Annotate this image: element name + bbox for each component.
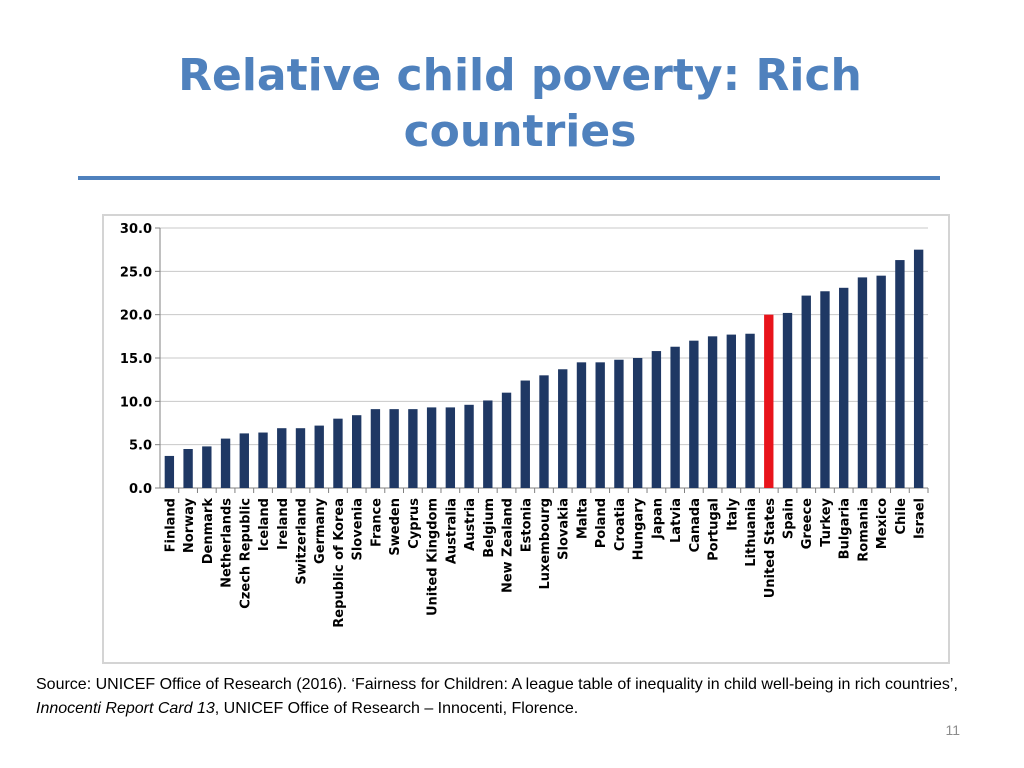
source-report-title: Innocenti Report Card 13 [36,700,215,717]
title-divider [78,176,940,180]
bar-spain [782,312,793,488]
x-tick-label: Lithuania [744,498,759,567]
bar-czech-republic [239,433,249,488]
chart-frame: 0.0 5.0 10.0 15.0 20.0 25.0 30.0 Finland Norway D… [102,214,950,664]
x-tick-label: Netherlands [220,498,235,588]
bar-norway [183,449,193,488]
bar-portugal [707,336,718,488]
bar-latvia [670,346,680,488]
slide-title: Relative child poverty: Rich countries [178,50,862,157]
x-tick-label: Estonia [519,498,534,552]
bar-greece [801,295,811,488]
bar-republic-of-korea [333,418,343,488]
x-tick-label: Norway [182,497,197,553]
x-tick-label: Turkey [819,497,834,546]
bar-germany [314,425,324,488]
x-tick-label: France [369,498,384,547]
source-text-prefix: Source: UNICEF Office of Research (2016)… [36,676,958,693]
bar-united-kingdom [426,407,437,488]
x-tick-label: Canada [688,498,703,552]
bar-chile [895,260,905,488]
x-tick-label: Portugal [707,498,722,561]
y-tick-label: 20.0 [120,309,152,324]
bar-ireland [277,428,287,488]
x-tick-label: Luxembourg [538,498,553,590]
bar-united-states [764,314,774,488]
x-tick-label: Iceland [257,498,272,551]
x-tick-label: Sweden [388,498,403,556]
y-tick-label: 30.0 [120,222,152,237]
x-tick-label: Republic of Korea [332,498,347,628]
bar-finland [164,455,175,488]
x-tick-label: Croatia [613,498,628,551]
x-tick-label: Belgium [482,498,497,558]
bar-france [370,409,381,488]
source-text-suffix: , UNICEF Office of Research – Innocenti,… [214,700,579,717]
source-citation: Source: UNICEF Office of Research (2016)… [36,673,996,721]
x-tick-label: Slovenia [351,498,366,561]
bar-netherlands [220,438,231,488]
x-tick-label: Denmark [201,498,216,565]
x-tick-label: Romania [856,498,871,562]
y-tick-label: 0.0 [129,482,152,497]
bar-iceland [258,432,268,488]
x-tick-label: Poland [594,498,609,548]
x-tick-label: Czech Republic [238,498,253,609]
bar-italy [726,334,736,488]
x-tick-label: Latvia [669,498,684,543]
bar-chart: 0.0 5.0 10.0 15.0 20.0 25.0 30.0 Finland Norway D… [120,222,929,628]
bar-estonia [520,380,530,488]
bar-luxembourg [539,375,549,488]
bar-mexico [876,275,886,488]
x-tick-label: Mexico [875,498,890,549]
bar-canada [689,340,699,488]
bar-poland [595,362,605,488]
x-tick-label: New Zealand [501,498,516,593]
bar-australia [445,407,456,488]
x-tick-label: Hungary [632,497,647,560]
bar-denmark [202,446,212,488]
bar-slovenia [352,415,362,488]
x-tick-label: Bulgaria [838,498,853,559]
bar-israel [913,249,924,488]
bar-slovakia [558,369,568,488]
x-tick-label: Germany [313,497,328,563]
x-tick-label: United Kingdom [426,498,441,616]
page-number: 11 [945,722,960,738]
bar-sweden [389,409,399,488]
y-tick-label: 10.0 [120,395,152,410]
x-tick-label: Chile [894,498,909,535]
x-tick-label: Japan [650,498,665,540]
x-tick-label: Italy [725,497,740,530]
x-tick-label: Finland [163,498,178,552]
y-tick-label: 5.0 [129,439,152,454]
bar-switzerland [295,428,306,488]
x-tick-label: Slovakia [557,498,572,560]
y-tick-label: 15.0 [120,352,152,367]
bar-turkey [820,291,830,488]
bar-bulgaria [839,287,849,488]
bar-romania [857,277,868,488]
x-tick-label: United States [763,498,778,599]
x-tick-label: Austria [463,498,478,551]
x-tick-label: Ireland [276,498,291,550]
bar-malta [576,362,587,488]
x-tick-label: Australia [444,498,459,564]
bar-croatia [614,359,624,488]
bar-lithuania [745,333,755,488]
bar-cyprus [408,409,418,488]
x-tick-label: Cyprus [407,498,422,549]
bar-new-zealand [501,392,512,488]
x-tick-label: Spain [782,498,797,539]
bar-hungary [632,358,643,488]
bar-japan [651,351,662,488]
x-tick-label: Malta [575,498,590,539]
x-tick-label: Israel [913,498,928,539]
y-tick-label: 25.0 [120,265,152,280]
x-tick-label: Greece [800,498,815,549]
bar-belgium [483,400,493,488]
x-tick-label: Switzerland [294,498,309,585]
bar-austria [464,404,474,488]
